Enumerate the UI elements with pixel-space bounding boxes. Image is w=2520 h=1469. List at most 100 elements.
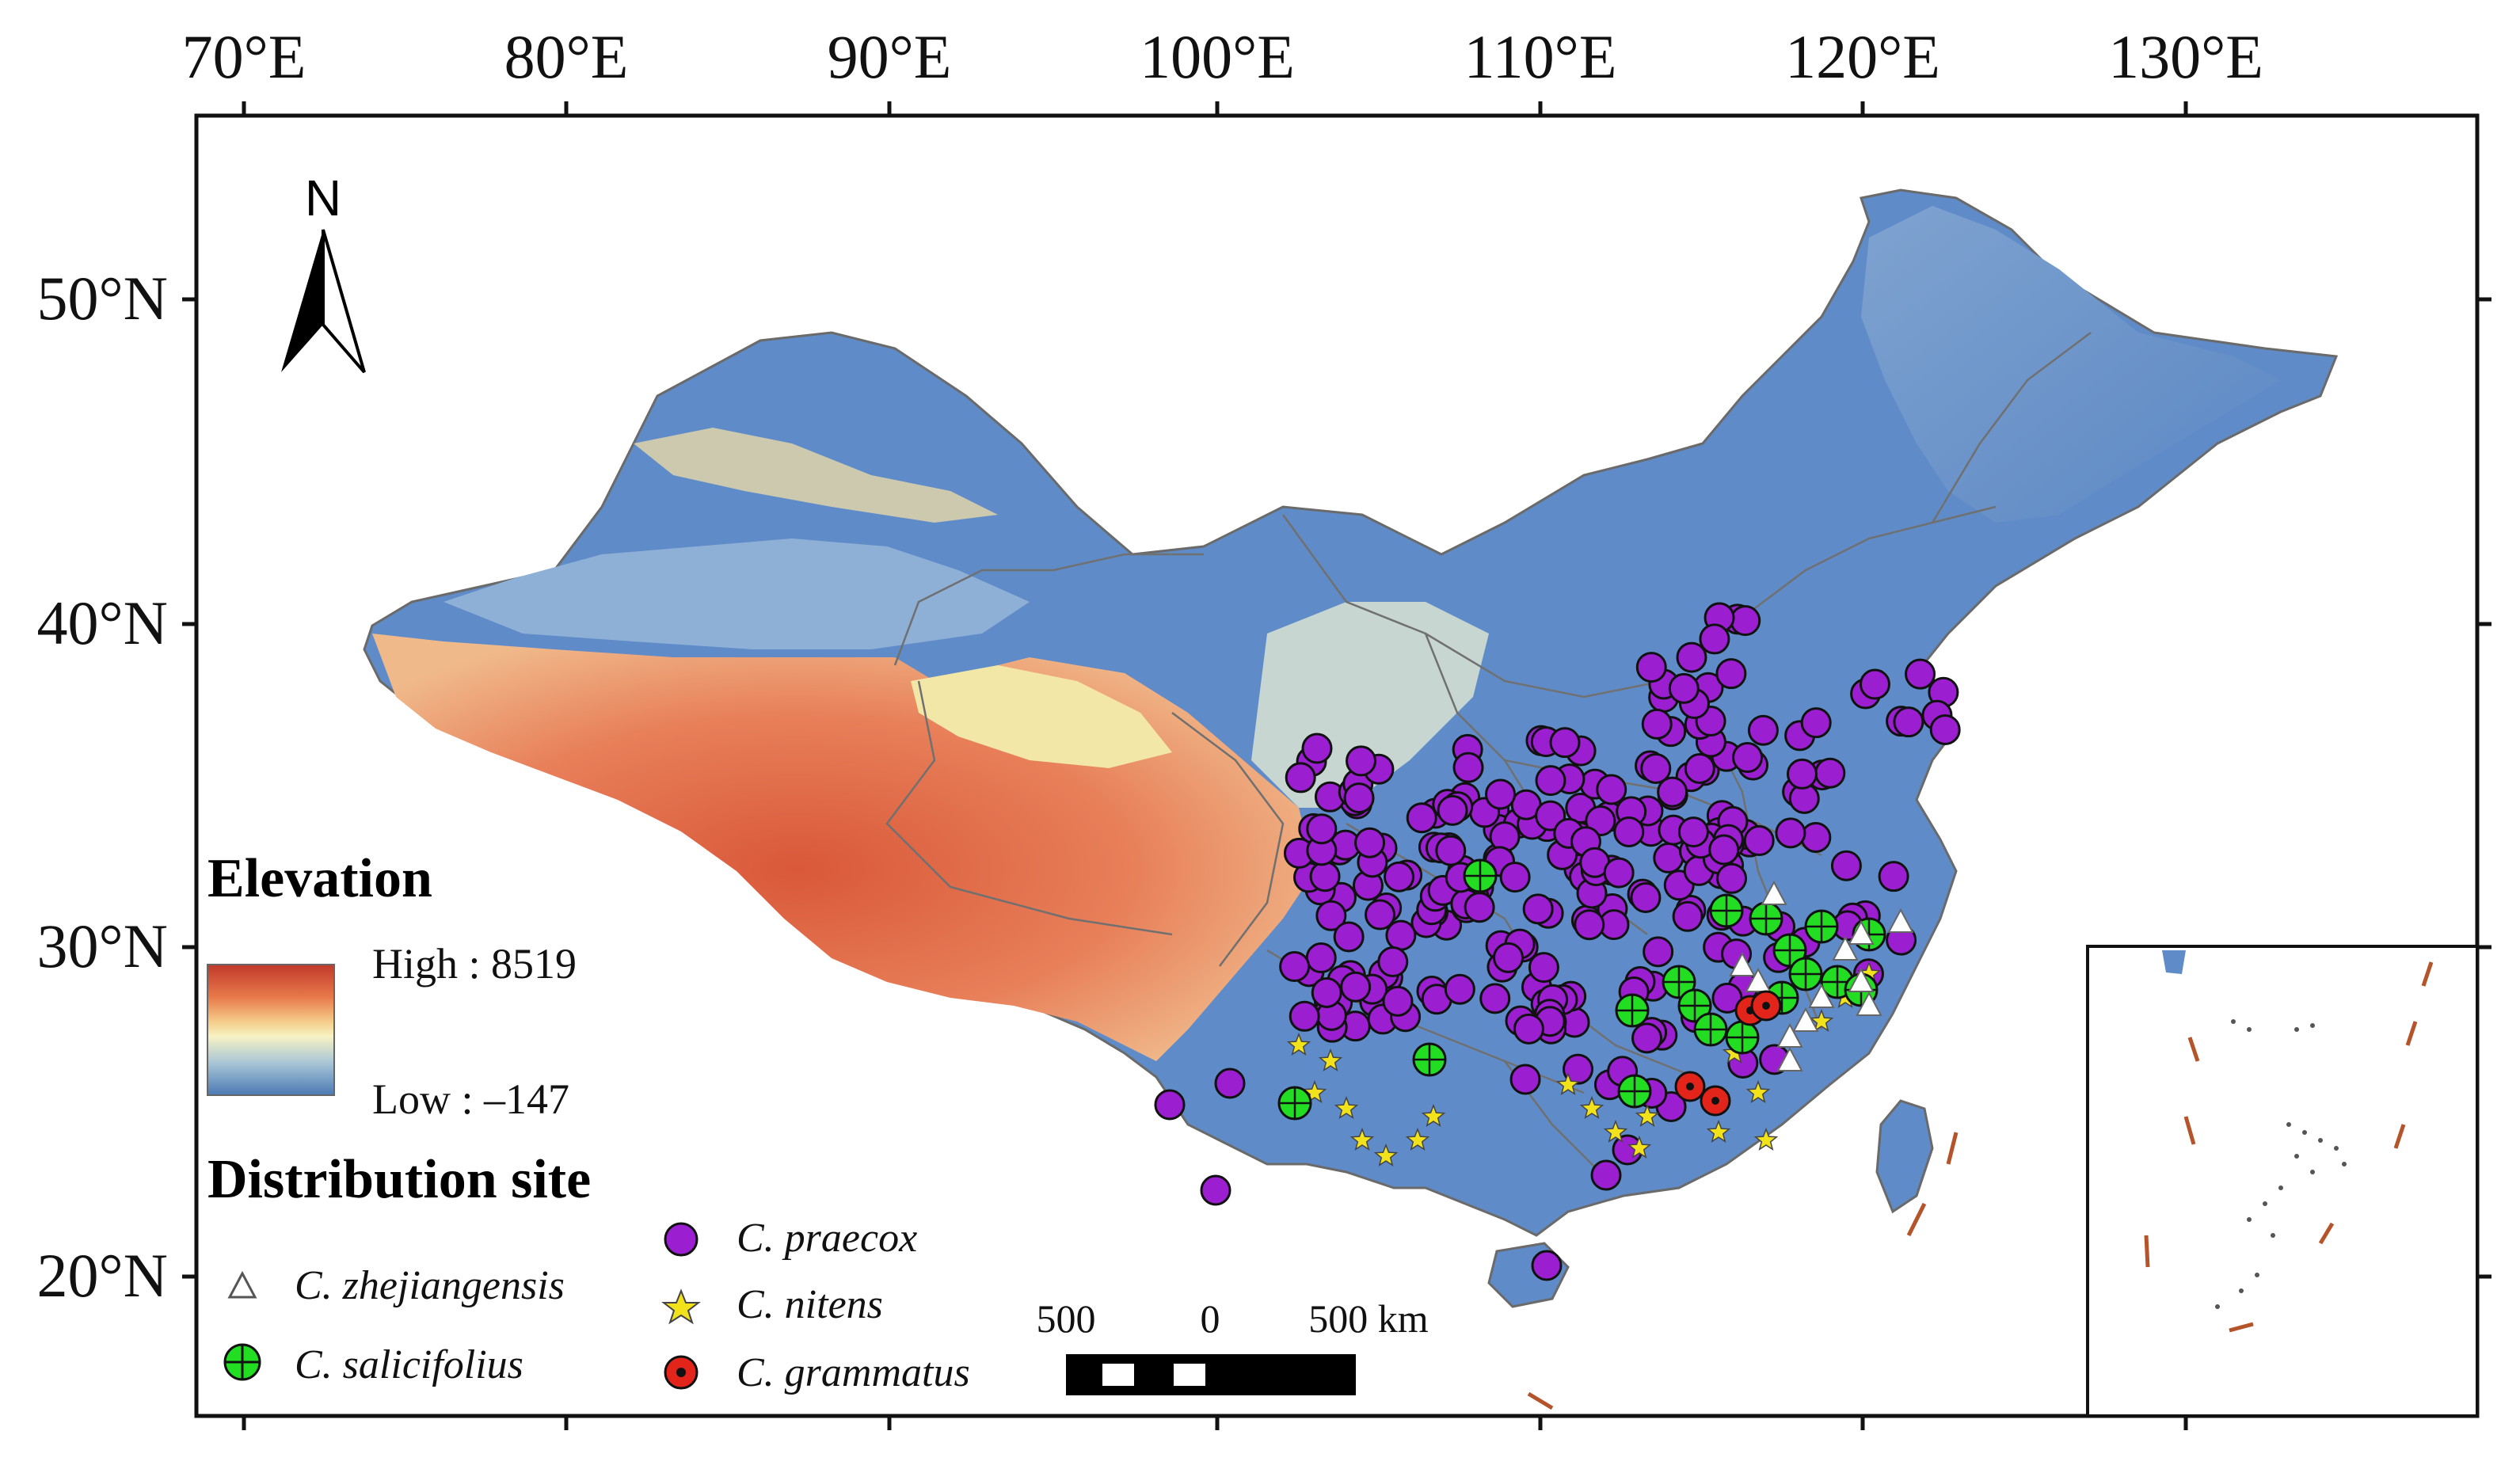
zhejiangensis-point [1745,967,1772,992]
praecox-point [1365,899,1396,930]
qaidam-basin [911,665,1172,768]
zhejiangensis-point [1848,967,1875,992]
praecox-point [1289,1000,1320,1032]
praecox-point [1830,850,1862,881]
praecox-point [1406,802,1437,834]
scale-label-zero: 0 [1201,1296,1220,1341]
inset-island-1 [2162,950,2186,974]
praecox-point [1479,983,1511,1014]
praecox-point [1641,708,1673,740]
praecox-point [1800,707,1832,739]
nitens-point [1627,1135,1652,1159]
praecox-point [1878,861,1909,892]
praecox-point [1929,714,1961,745]
nitens-point [1373,1143,1399,1166]
praecox-point [1154,1089,1186,1121]
praecox-point [1676,641,1707,673]
praecox-point [1716,862,1748,894]
zhejiangensis-point [1808,983,1835,1008]
praecox-point [1464,892,1495,923]
praecox-point [1668,672,1700,704]
praecox-point [1730,605,1761,637]
zhejiangensis-point [1856,991,1882,1016]
zhejiangensis-point [1832,935,1859,961]
praecox-point [1814,757,1846,789]
praecox-point [1493,942,1525,973]
distribution-title: Distribution site [207,1149,591,1210]
longitude-label-100e: 100°E [1140,22,1295,91]
praecox-point [1786,758,1818,790]
praecox-point [1549,727,1581,759]
praecox-point [1385,919,1417,951]
north-arrow-left [281,230,323,372]
salicifolius-point [1412,1042,1447,1077]
inset-dash-lines [2144,961,2434,1333]
latitude-axis: 50°N 40°N 30°N 20°N [36,264,2491,1310]
nitens-point [1809,1008,1834,1032]
nitens-point [1635,1103,1660,1127]
praecox-point [1657,776,1688,808]
praecox-point [1343,782,1375,814]
praecox-point [1640,752,1672,784]
longitude-label-80e: 80°E [504,22,629,91]
north-arrow: N [281,169,366,374]
latitude-label-30n: 30°N [36,911,168,980]
occurrence-points [1154,602,1961,1281]
salicifolius-point [1725,1020,1760,1055]
longitude-axis: 70°E 80°E 90°E 100°E 110°E 120°E 130°E [182,22,2263,1430]
praecox-point [1635,652,1667,683]
nitens-point [1579,1095,1605,1119]
praecox-point [1574,909,1605,941]
zhejiangensis-point [1792,1007,1819,1032]
legend-label-zhejiangensis: C. zhejiangensis [295,1263,565,1308]
praecox-point [1672,900,1703,932]
elevation-legend: Elevation High : 8519 Low : –147 [207,848,577,1123]
longitude-label-130e: 130°E [2108,22,2263,91]
zhejiangensis-point [1887,908,1914,933]
nitens-point [1706,1119,1731,1143]
praecox-point [1285,762,1316,793]
nitens-point [1334,1095,1359,1119]
praecox-point [1859,668,1890,700]
praecox-point [1333,921,1365,953]
praecox-point [1800,822,1832,854]
salicifolius-point [1463,858,1498,893]
legend-symbol-zhejiangensis [227,1270,257,1299]
praecox-point [1603,857,1635,889]
nitens-point [1603,1119,1628,1143]
praecox-point [1485,778,1517,810]
praecox-point [1563,1053,1594,1085]
south-china-sea-inset [2086,945,2479,1418]
praecox-point [1311,976,1342,1008]
praecox-point [1315,900,1347,931]
latitude-label-40n: 40°N [36,588,168,657]
legend-label-grammatus: C. grammatus [737,1350,970,1395]
elevation-low-label: Low : –147 [372,1075,569,1123]
dzungaria-highlands [634,428,998,523]
salicifolius-point [1709,893,1744,928]
praecox-point [1509,1064,1541,1095]
taiwan-island [1875,1099,1934,1214]
elevation-high-label: High : 8519 [372,940,577,988]
nitens-point [1349,1127,1375,1151]
praecox-point [1590,1159,1622,1191]
praecox-point [1715,658,1747,690]
praecox-point [1309,861,1341,892]
praecox-point [1382,985,1414,1017]
praecox-point [1340,971,1372,1003]
praecox-point [1301,733,1333,764]
zhejiangensis-point [1776,1046,1803,1071]
praecox-point [1643,936,1674,968]
longitude-label-70e: 70°E [182,22,306,91]
scale-bar: 500 0 500 km [1037,1296,1429,1395]
praecox-point [1596,774,1627,805]
praecox-point [1708,834,1740,866]
praecox-point [1585,805,1616,837]
northeast-plain [1861,206,2281,523]
legend-symbol-grammatus [664,1355,699,1390]
praecox-point [1528,952,1559,984]
zhejiangensis-point [1761,880,1787,905]
nitens-point [1753,1127,1779,1151]
salicifolius-point [1788,957,1823,991]
scale-bar-white-1 [1102,1364,1134,1386]
